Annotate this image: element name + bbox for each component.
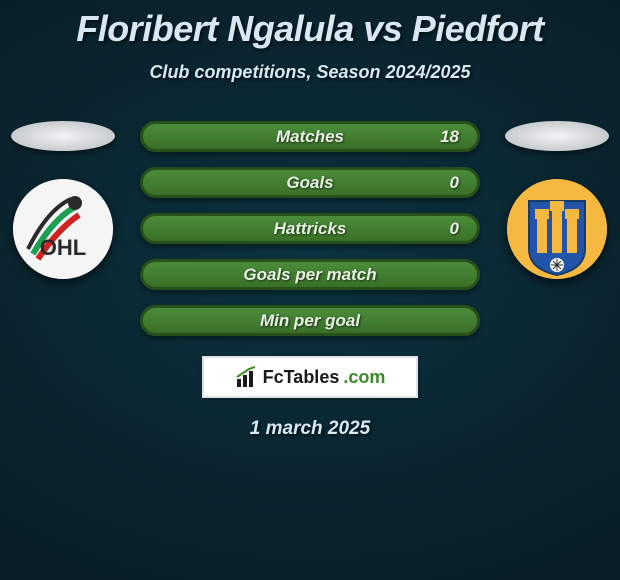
subtitle: Club competitions, Season 2024/2025: [0, 62, 620, 83]
stat-value: 0: [450, 219, 459, 239]
comparison-date: 1 march 2025: [0, 418, 620, 440]
right-player-ellipse: [505, 121, 609, 151]
stat-row-matches: Matches 18: [140, 121, 480, 152]
left-player-column: OHL: [8, 121, 118, 279]
ohl-club-badge: OHL: [13, 179, 113, 279]
stat-row-goals-per-match: Goals per match: [140, 259, 480, 290]
westerlo-club-badge: [507, 179, 607, 279]
brand-suffix: .com: [343, 367, 385, 388]
page-title: Floribert Ngalula vs Piedfort: [0, 0, 620, 50]
stat-label: Hattricks: [274, 219, 347, 239]
stat-value: 18: [440, 127, 459, 147]
stat-label: Goals per match: [243, 265, 376, 285]
stat-label: Matches: [276, 127, 344, 147]
svg-text:OHL: OHL: [40, 235, 86, 260]
stat-label: Goals: [286, 173, 333, 193]
left-player-ellipse: [11, 121, 115, 151]
westerlo-badge-icon: [507, 179, 607, 279]
main-row: OHL Matches 18 Goals 0 Hattricks 0 Goals…: [0, 121, 620, 336]
ohl-badge-icon: OHL: [13, 179, 113, 279]
stat-row-hattricks: Hattricks 0: [140, 213, 480, 244]
stat-row-min-per-goal: Min per goal: [140, 305, 480, 336]
brand-box: FcTables.com: [202, 356, 418, 398]
right-player-column: [502, 121, 612, 279]
stats-column: Matches 18 Goals 0 Hattricks 0 Goals per…: [140, 121, 480, 336]
stat-row-goals: Goals 0: [140, 167, 480, 198]
stat-label: Min per goal: [260, 311, 360, 331]
brand-name: FcTables: [263, 367, 340, 388]
chart-icon: [235, 365, 259, 389]
stat-value: 0: [450, 173, 459, 193]
comparison-card: Floribert Ngalula vs Piedfort Club compe…: [0, 0, 620, 440]
